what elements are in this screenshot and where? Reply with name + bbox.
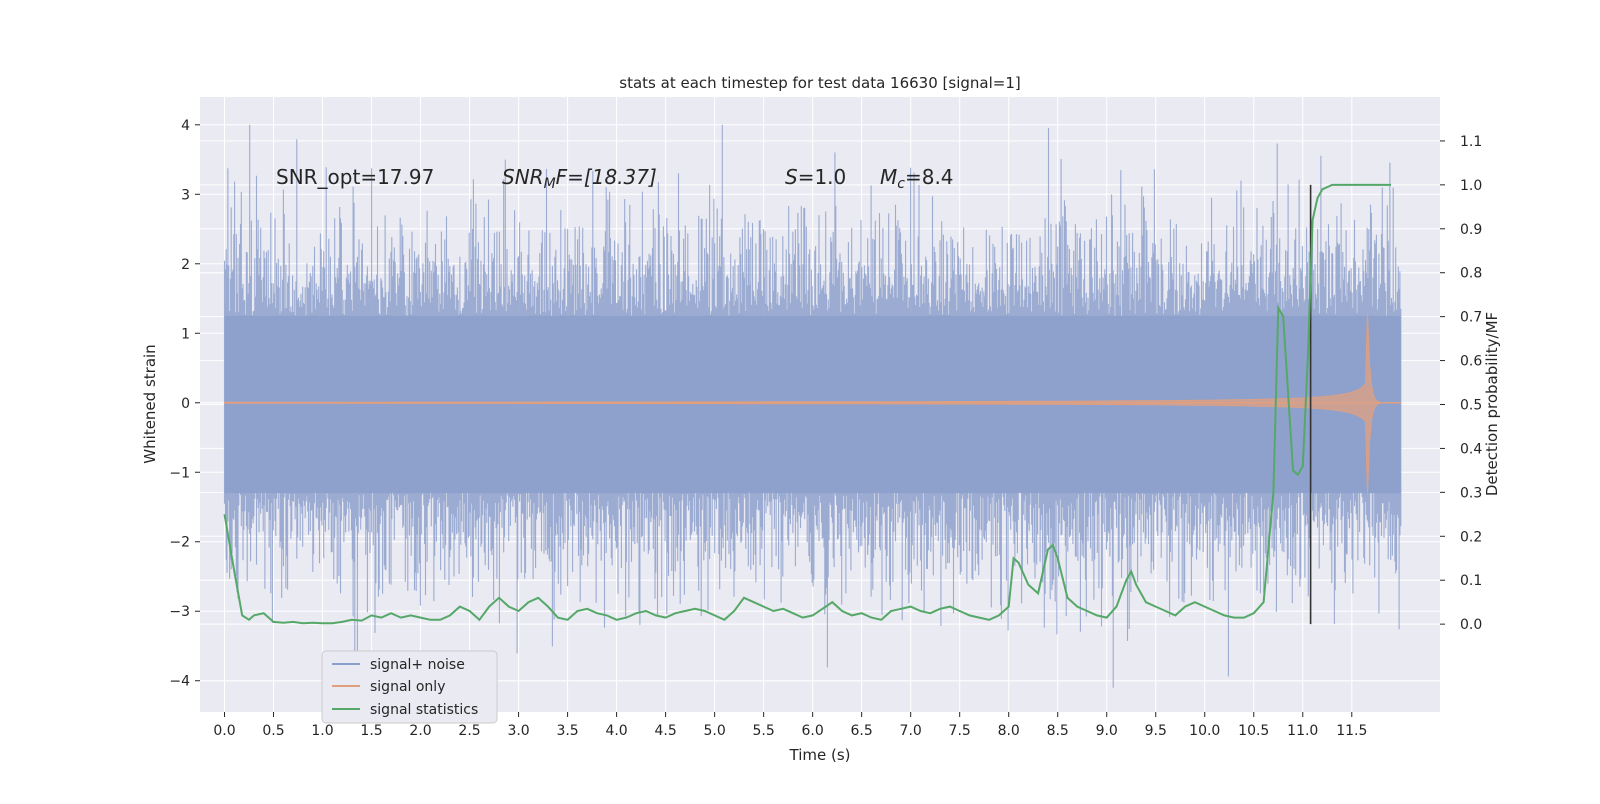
annotation-s-rest: =1.0 (798, 165, 847, 189)
x-tick-label: 10.0 (1189, 723, 1220, 739)
y-axis-right-ticks: 1.1 1.0 0.9 0.8 0.7 0.6 0.5 0.4 0.3 0.2 0.1 0.0 (1440, 134, 1482, 633)
annotation-s-main: S (785, 165, 798, 189)
y-axis-right-label: Detection probability/MF (1483, 312, 1501, 496)
y-tick-label: −2 (169, 535, 190, 551)
x-tick-label: 1.5 (360, 723, 382, 739)
x-tick-label: 8.0 (998, 723, 1020, 739)
x-tick-label: 11.5 (1336, 723, 1367, 739)
legend-label-signal-noise: signal+ noise (370, 657, 465, 673)
y-right-tick-label: 0.4 (1460, 441, 1482, 457)
y-tick-label: −3 (169, 604, 190, 620)
y-tick-label: 0 (181, 396, 190, 412)
y-tick-label: 1 (181, 326, 190, 342)
legend-label-signal-only: signal only (370, 679, 445, 695)
x-tick-label: 2.0 (409, 723, 431, 739)
x-tick-label: 5.0 (703, 723, 725, 739)
x-tick-label: 6.0 (802, 723, 824, 739)
x-tick-label: 5.5 (753, 723, 775, 739)
x-tick-label: 11.0 (1287, 723, 1318, 739)
x-tick-label: 6.5 (851, 723, 873, 739)
y-right-tick-label: 0.1 (1460, 573, 1482, 589)
y-tick-label: 2 (181, 257, 190, 273)
annotation-s: S=1.0 (785, 165, 846, 189)
y-right-tick-label: 0.3 (1460, 485, 1482, 501)
x-axis-label: Time (s) (789, 746, 851, 764)
y-right-tick-label: 0.5 (1460, 398, 1482, 414)
y-right-tick-label: 1.1 (1460, 134, 1482, 150)
legend: signal+ noise signal only signal statist… (321, 650, 498, 724)
x-tick-label: 1.0 (311, 723, 333, 739)
y-right-tick-label: 0.8 (1460, 266, 1482, 282)
x-tick-label: 4.5 (654, 723, 676, 739)
annotation-mc-main: M (880, 165, 897, 189)
annotation-snr-mf-rest-f: F=[18.37] (556, 165, 657, 189)
y-right-tick-label: 0.0 (1460, 617, 1482, 633)
x-tick-label: 0.5 (262, 723, 284, 739)
x-tick-label: 9.5 (1145, 723, 1167, 739)
y-right-tick-label: 0.9 (1460, 222, 1482, 238)
x-tick-label: 9.0 (1096, 723, 1118, 739)
y-tick-label: −4 (169, 674, 190, 690)
annotation-snr-mf-main: SNR (502, 165, 544, 189)
annotation-mc-rest: =8.4 (905, 165, 954, 189)
y-tick-label: −1 (169, 465, 190, 481)
x-tick-label: 10.5 (1238, 723, 1269, 739)
x-tick-label: 0.0 (213, 723, 235, 739)
y-right-tick-label: 0.7 (1460, 310, 1482, 326)
annotation-snr-opt: SNR_opt=17.97 (276, 165, 434, 189)
x-tick-label: 4.0 (605, 723, 627, 739)
annotation-mc: Mc=8.4 (880, 165, 954, 192)
x-tick-label: 7.0 (900, 723, 922, 739)
y-right-tick-label: 0.2 (1460, 529, 1482, 545)
chart-title: stats at each timestep for test data 166… (619, 74, 1020, 92)
y-right-tick-label: 0.6 (1460, 354, 1482, 370)
annotation-mc-sub: c (897, 176, 905, 192)
x-tick-label: 7.5 (949, 723, 971, 739)
legend-label-signal-statistics: signal statistics (370, 702, 478, 718)
y-axis-label: Whitened strain (141, 344, 159, 463)
x-tick-label: 8.5 (1047, 723, 1069, 739)
x-tick-label: 3.5 (556, 723, 578, 739)
series-signal-only (224, 309, 1401, 496)
annotation-snr-mf: SNRMF=[18.37] (502, 165, 657, 192)
x-tick-label: 2.5 (458, 723, 480, 739)
y-axis-ticks: 4 3 2 1 0 −1 −2 −3 −4 (169, 118, 200, 690)
x-tick-label: 3.0 (507, 723, 529, 739)
y-right-tick-label: 1.0 (1460, 178, 1482, 194)
x-axis-ticks: 0.0 0.5 1.0 1.5 2.0 2.5 3.0 3.5 4.0 4.5 5.0 5.5 6.0 6… (213, 712, 1367, 739)
series-signal-statistics (223, 183, 1391, 625)
legend-box (321, 650, 498, 724)
y-tick-label: 3 (181, 187, 190, 203)
y-tick-label: 4 (181, 118, 190, 134)
annotation-snr-mf-sub: M (544, 176, 556, 192)
